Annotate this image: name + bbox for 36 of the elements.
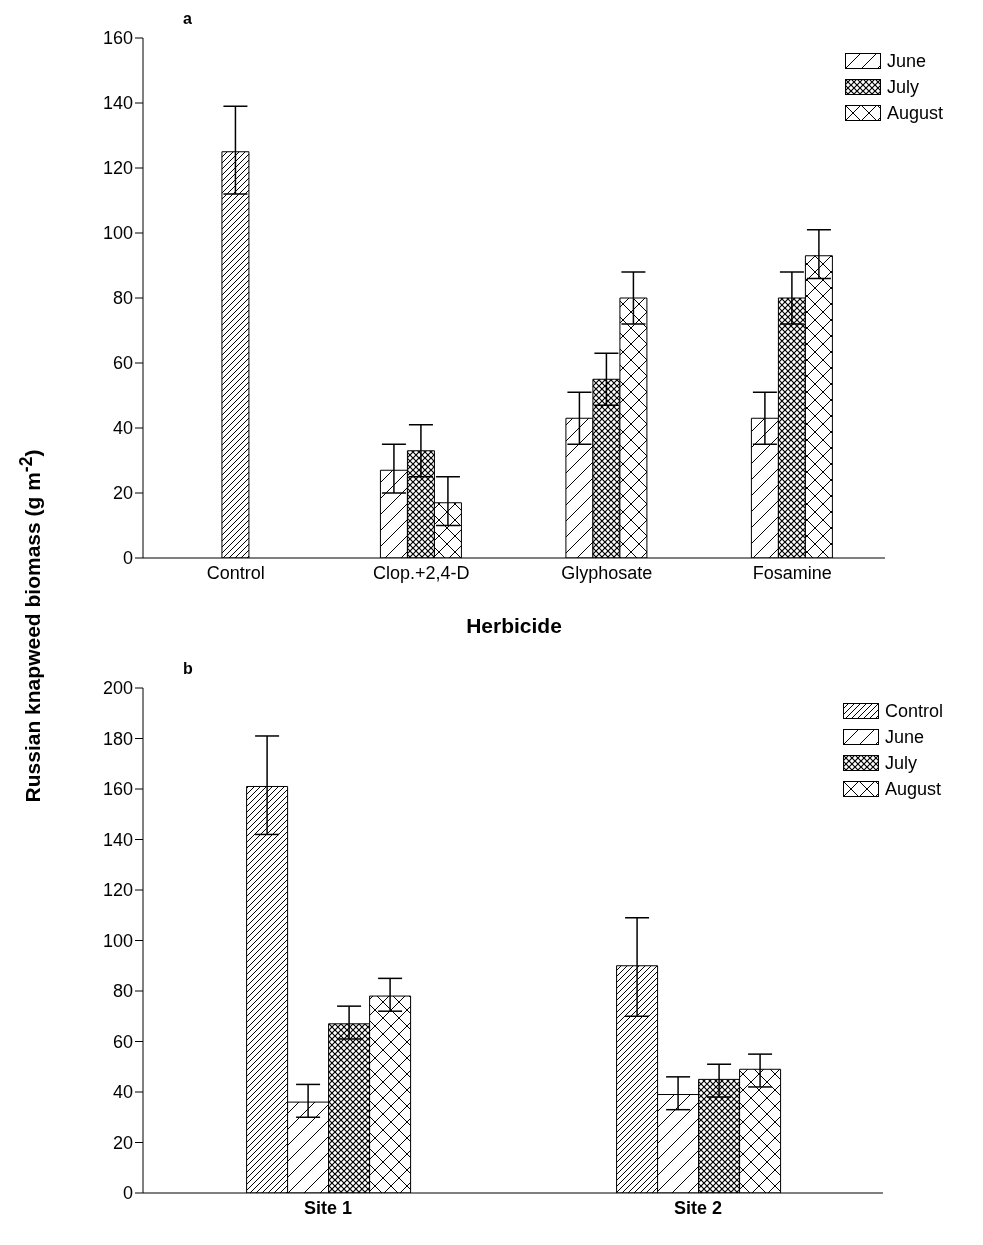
x-tick-label: Fosamine [752, 562, 832, 583]
x-tick-label: Control [206, 562, 265, 583]
y-tick-label: 40 [112, 418, 133, 439]
legend-label: July [886, 76, 919, 98]
y-tick-label: 160 [102, 779, 133, 800]
y-tick-label: 180 [102, 728, 133, 749]
legend-label: July [884, 752, 917, 774]
x-tick-label: Clop.+2,4-D [372, 562, 470, 583]
y-tick-label: 100 [102, 223, 133, 244]
y-tick-label: 200 [102, 678, 133, 699]
legend-label: Control [884, 700, 943, 722]
y-tick-label: 80 [112, 288, 133, 309]
y-tick-label: 140 [102, 829, 133, 850]
y-tick-label: 140 [102, 93, 133, 114]
y-tick-label: 60 [112, 353, 133, 374]
y-tick-label: 80 [112, 981, 133, 1002]
y-tick-label: 0 [122, 1183, 133, 1204]
y-tick-label: 20 [112, 1132, 133, 1153]
x-axis-title: Herbicide [466, 613, 562, 637]
y-tick-label: 160 [102, 28, 133, 49]
y-tick-label: 120 [102, 880, 133, 901]
y-tick-label: 120 [102, 158, 133, 179]
y-tick-label: 0 [122, 548, 133, 569]
x-tick-label: Site 2 [673, 1197, 722, 1218]
chart-title: b [183, 660, 193, 678]
legend-label: August [886, 102, 943, 124]
y-tick-label: 20 [112, 483, 133, 504]
y-tick-label: 100 [102, 930, 133, 951]
legend-label: June [884, 726, 925, 748]
y-tick-label: 40 [112, 1082, 133, 1103]
legend-label: August [884, 778, 942, 800]
x-tick-label: Site 1 [303, 1197, 353, 1218]
y-tick-label: 60 [112, 1031, 133, 1052]
chart-title: a [183, 10, 192, 28]
x-tick-label: Glyphosate [561, 562, 653, 583]
legend-label: June [886, 50, 926, 72]
